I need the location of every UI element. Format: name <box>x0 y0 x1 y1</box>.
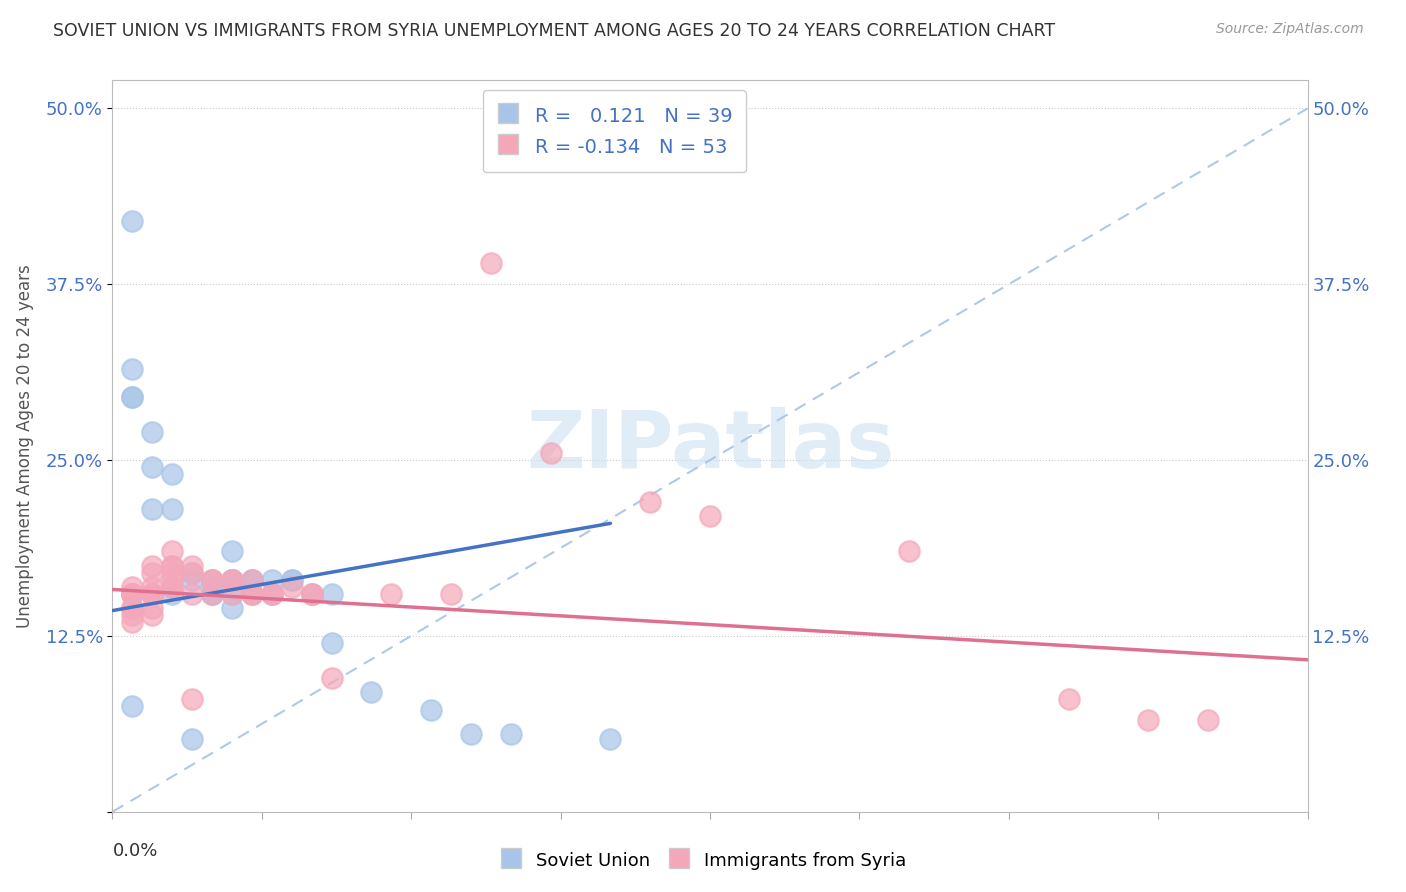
Point <box>141 600 163 615</box>
Point <box>221 573 243 587</box>
Point <box>162 467 183 482</box>
Point <box>460 727 482 741</box>
Point <box>599 731 621 746</box>
Point <box>162 573 183 587</box>
Point <box>221 573 243 587</box>
Point <box>221 587 243 601</box>
Point <box>181 566 204 580</box>
Point <box>141 607 163 622</box>
Point <box>141 587 163 601</box>
Point <box>240 573 263 587</box>
Point <box>281 573 304 587</box>
Point <box>121 390 143 404</box>
Legend: Soviet Union, Immigrants from Syria: Soviet Union, Immigrants from Syria <box>492 842 914 879</box>
Point <box>181 587 204 601</box>
Point <box>260 587 283 601</box>
Point <box>141 587 163 601</box>
Text: SOVIET UNION VS IMMIGRANTS FROM SYRIA UNEMPLOYMENT AMONG AGES 20 TO 24 YEARS COR: SOVIET UNION VS IMMIGRANTS FROM SYRIA UN… <box>53 22 1056 40</box>
Point <box>141 558 163 573</box>
Point <box>321 671 343 685</box>
Point <box>121 615 143 629</box>
Point <box>181 566 204 580</box>
Point <box>260 587 283 601</box>
Point <box>162 558 183 573</box>
Point <box>360 685 382 699</box>
Point <box>201 587 224 601</box>
Point <box>121 600 143 615</box>
Point <box>240 573 263 587</box>
Point <box>640 495 662 509</box>
Point <box>121 587 143 601</box>
Point <box>321 587 343 601</box>
Point <box>301 587 323 601</box>
Point <box>121 214 143 228</box>
Point <box>162 566 183 580</box>
Point <box>121 361 143 376</box>
Point <box>121 390 143 404</box>
Point <box>260 573 283 587</box>
Point <box>162 580 183 594</box>
Point <box>479 256 502 270</box>
Point <box>321 636 343 650</box>
Point <box>121 699 143 714</box>
Point <box>141 580 163 594</box>
Point <box>201 573 224 587</box>
Point <box>380 587 402 601</box>
Point <box>240 587 263 601</box>
Point <box>240 587 263 601</box>
Point <box>1057 692 1080 706</box>
Point <box>121 587 143 601</box>
Point <box>281 573 304 587</box>
Point <box>301 587 323 601</box>
Point <box>181 692 204 706</box>
Point <box>162 544 183 558</box>
Point <box>221 573 243 587</box>
Point <box>1137 714 1160 728</box>
Point <box>240 587 263 601</box>
Point <box>221 587 243 601</box>
Point <box>181 558 204 573</box>
Point <box>141 502 163 516</box>
Point <box>440 587 463 601</box>
Point <box>201 573 224 587</box>
Point <box>121 580 143 594</box>
Point <box>301 587 323 601</box>
Point <box>260 587 283 601</box>
Point <box>162 558 183 573</box>
Point <box>162 502 183 516</box>
Point <box>420 703 443 717</box>
Y-axis label: Unemployment Among Ages 20 to 24 years: Unemployment Among Ages 20 to 24 years <box>17 264 34 628</box>
Point <box>898 544 921 558</box>
Point <box>162 580 183 594</box>
Point <box>540 446 562 460</box>
Point <box>221 573 243 587</box>
Point <box>121 587 143 601</box>
Point <box>499 727 522 741</box>
Point <box>221 573 243 587</box>
Point <box>141 587 163 601</box>
Point <box>121 607 143 622</box>
Point <box>240 573 263 587</box>
Point <box>1197 714 1219 728</box>
Text: Source: ZipAtlas.com: Source: ZipAtlas.com <box>1216 22 1364 37</box>
Point <box>201 573 224 587</box>
Point <box>141 425 163 439</box>
Legend: R =   0.121   N = 39, R = -0.134   N = 53: R = 0.121 N = 39, R = -0.134 N = 53 <box>482 90 747 172</box>
Point <box>699 509 721 524</box>
Point <box>201 587 224 601</box>
Point <box>181 731 204 746</box>
Point <box>162 587 183 601</box>
Point <box>201 587 224 601</box>
Point <box>281 580 304 594</box>
Text: ZIPatlas: ZIPatlas <box>526 407 894 485</box>
Point <box>221 544 243 558</box>
Point <box>221 600 243 615</box>
Text: 0.0%: 0.0% <box>112 842 157 860</box>
Point <box>181 573 204 587</box>
Point <box>201 580 224 594</box>
Point <box>141 460 163 475</box>
Point <box>141 566 163 580</box>
Point <box>121 587 143 601</box>
Point <box>121 600 143 615</box>
